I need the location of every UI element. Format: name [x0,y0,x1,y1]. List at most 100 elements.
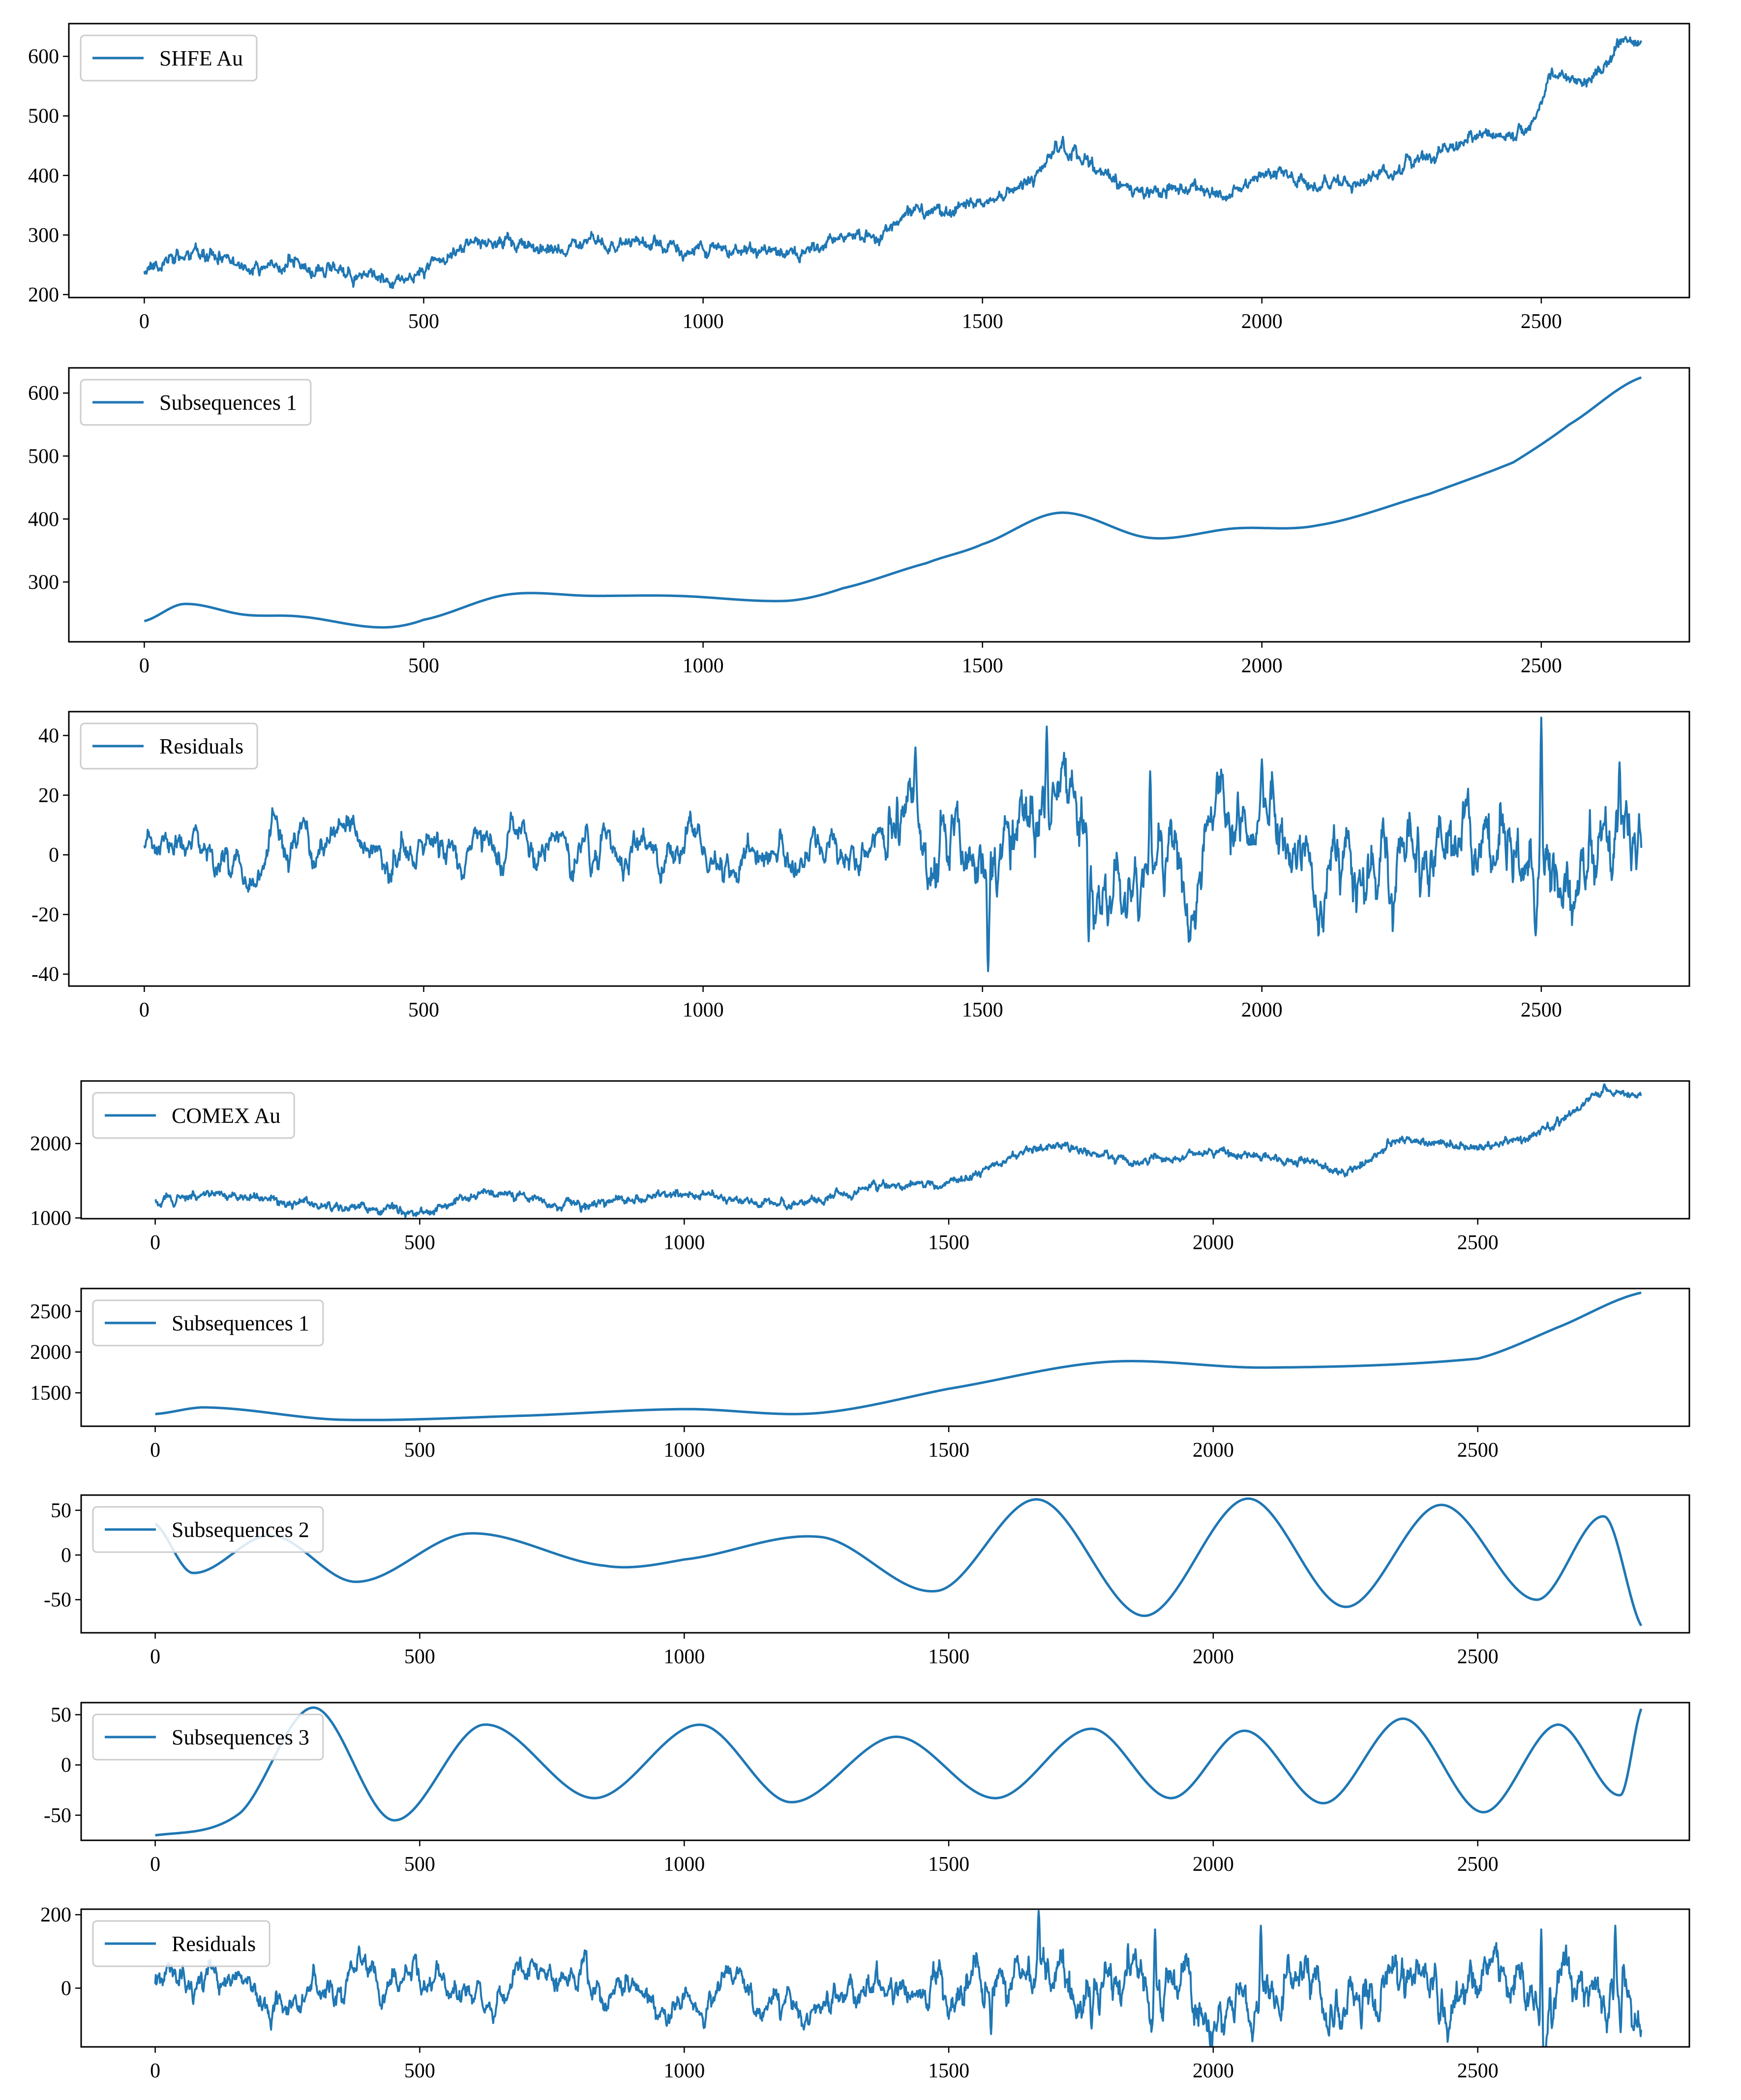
y-tick-label: 0 [61,1978,71,2000]
legend-box [92,1092,295,1139]
x-tick-label: 500 [404,1231,435,1254]
y-tick-label: 600 [28,46,59,68]
x-tick-label: 1500 [928,1646,969,1668]
x-tick-label: 1500 [928,1439,969,1462]
y-tick-label: 2500 [30,1300,71,1323]
x-tick-label: 0 [150,1231,160,1254]
series-line-comex-sub1 [154,1291,1642,1421]
x-tick-label: 1500 [962,310,1003,333]
x-tick-label: 1000 [683,310,724,333]
series-line-shfe-residuals [143,717,1643,972]
chart-panel-shfe-sub1: 0 500 1000 1500 2000 2500 300 400 500 600 Subseque… [28,367,1690,677]
y-tick-label: -50 [44,1589,71,1612]
x-tick-label: 0 [150,1439,160,1462]
legend: Subsequences 1 [92,1299,324,1347]
legend: Subsequences 3 [92,1713,324,1761]
x-tick-label: 1000 [663,1439,705,1462]
legend-box [92,1299,324,1347]
x-tick-label: 2000 [1193,1231,1234,1254]
chart-panel-comex-au: 0 500 1000 1500 2000 2500 1000 2000 COMEX Au [30,1080,1690,1254]
series-line-shfe-au [143,36,1643,289]
series-line-comex-au [154,1083,1642,1219]
chart-panel-shfe-au: 0 500 1000 1500 2000 2500 200 300 400 500 600 SHFE … [28,23,1690,333]
legend-label: Subsequences 3 [172,1725,309,1749]
x-tick-label: 1000 [663,1646,705,1668]
y-tick-label: 40 [38,725,59,748]
x-tick-label: 2500 [1521,999,1562,1021]
y-tick-label: 500 [28,105,59,128]
x-tick-label: 2000 [1193,1853,1234,1876]
legend-label: Residuals [159,734,243,758]
x-tick-label: 1000 [683,655,724,677]
y-tick-label: 500 [28,445,59,468]
axes-frame [80,1908,1690,2048]
y-tick-label: 1500 [30,1382,71,1405]
series-line-comex-residuals [154,1910,1643,2047]
x-tick-label: 1500 [928,1853,969,1876]
y-tick-label: 200 [40,1904,71,1926]
legend: SHFE Au [80,34,258,82]
axes-frame [80,1494,1690,1634]
y-tick-label: 600 [28,382,59,405]
x-tick-label: 500 [404,1853,435,1876]
x-tick-label: 0 [150,1646,160,1668]
legend-label: SHFE Au [159,46,243,70]
legend: Subsequences 2 [92,1506,324,1553]
y-tick-label: 400 [28,508,59,531]
legend-box [92,1506,324,1553]
axes-frame [68,711,1690,987]
chart-panel-comex-sub1: 0 500 1000 1500 2000 2500 1500 2000 2500 Subseque… [30,1288,1690,1462]
legend: Residuals [80,722,258,770]
x-tick-label: 2000 [1193,1439,1234,1462]
x-tick-label: 2500 [1521,310,1562,333]
legend-label: COMEX Au [172,1104,280,1128]
x-tick-label: 1000 [663,1853,705,1876]
x-tick-label: 1000 [663,2060,705,2082]
y-tick-label: 20 [38,784,59,807]
y-tick-label: 50 [51,1500,71,1522]
series-line-comex-sub3 [154,1706,1643,1837]
x-tick-label: 500 [408,655,439,677]
x-tick-label: 500 [408,310,439,333]
legend-label: Subsequences 1 [172,1311,309,1335]
x-tick-label: 2000 [1241,310,1283,333]
x-tick-label: 2000 [1241,655,1283,677]
y-tick-label: 2000 [30,1133,71,1155]
legend-box [80,34,258,82]
x-tick-label: 500 [408,999,439,1021]
legend-box [92,1920,270,1967]
x-tick-label: 2500 [1457,1853,1499,1876]
axes-frame [68,23,1690,299]
x-tick-label: 500 [404,2060,435,2082]
axes-frame [80,1080,1690,1220]
x-tick-label: 1000 [683,999,724,1021]
x-tick-label: 2500 [1457,1439,1499,1462]
x-tick-label: 0 [150,1853,160,1876]
legend-label: Residuals [172,1932,256,1956]
chart-panel-comex-sub2: 0 500 1000 1500 2000 2500 -50 0 50 Subsequences 2 [44,1494,1690,1668]
y-tick-label: 0 [61,1544,71,1567]
chart-panel-comex-residuals: 0 500 1000 1500 2000 2500 0 200 Residuals [40,1904,1690,2082]
x-tick-label: 2500 [1521,655,1562,677]
axes-frame [80,1288,1690,1427]
y-tick-label: 2000 [30,1341,71,1364]
y-tick-label: 50 [51,1704,71,1727]
y-tick-label: -50 [44,1804,71,1827]
x-tick-label: 1500 [928,1231,969,1254]
x-tick-label: 0 [150,2060,160,2082]
x-tick-label: 1500 [928,2060,969,2082]
y-tick-label: 300 [28,571,59,594]
axes-frame [68,367,1690,643]
x-tick-label: 2000 [1193,1646,1234,1668]
y-tick-label: -20 [31,903,59,926]
legend-box [92,1713,324,1761]
y-tick-label: 0 [49,844,59,867]
x-tick-label: 500 [404,1646,435,1668]
x-tick-label: 500 [404,1439,435,1462]
y-tick-label: 400 [28,165,59,187]
legend-label: Subsequences 2 [172,1518,309,1542]
x-tick-label: 0 [139,999,150,1021]
y-tick-label: 1000 [30,1207,71,1230]
x-tick-label: 1500 [962,655,1003,677]
